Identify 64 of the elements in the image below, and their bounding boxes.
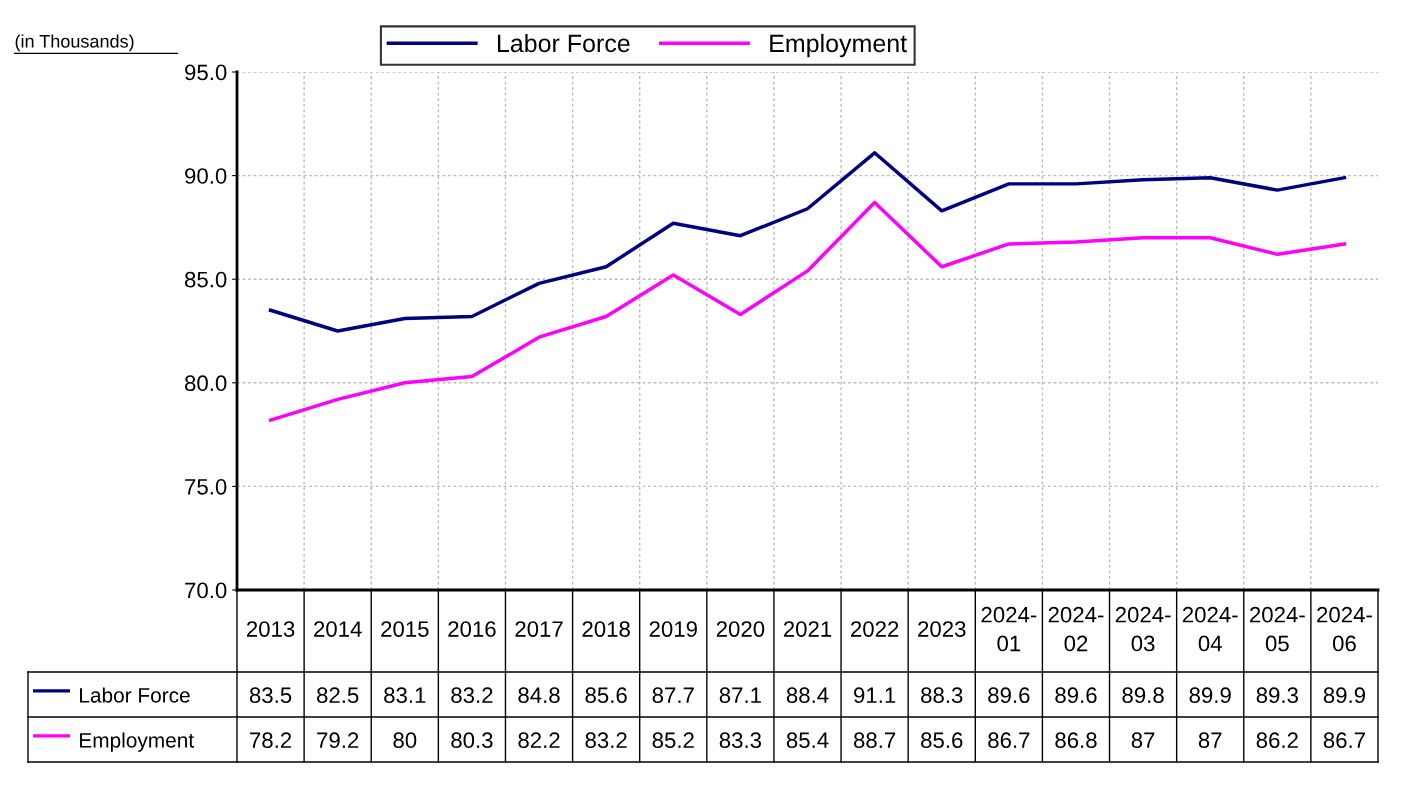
data-label: 91.1	[854, 687, 896, 704]
data-label: 85.6	[921, 732, 963, 749]
data-label: 86.8	[1055, 732, 1097, 749]
data-label: 80.3	[451, 732, 493, 749]
legend-label: Labor Force	[497, 33, 630, 53]
data-label: 88.7	[853, 732, 896, 749]
data-label: 78.2	[250, 732, 292, 749]
y-tick-label: 85.0	[185, 271, 227, 288]
x-tick-label: 2015	[381, 621, 429, 637]
data-label: 89.9	[1189, 687, 1231, 704]
data-label: 83.5	[249, 687, 292, 704]
x-tick-label: 2024-06	[1317, 606, 1372, 652]
data-label: 88.4	[786, 687, 829, 704]
y-axis-title: (in Thousands)	[15, 34, 134, 52]
data-label: 87	[1198, 732, 1222, 749]
data-label: 80	[393, 732, 417, 749]
y-tick-label: 95.0	[185, 64, 227, 81]
data-label: 83.3	[719, 732, 762, 749]
data-label: 89.3	[1256, 687, 1298, 704]
data-label: 79.2	[317, 732, 359, 749]
x-tick-label: 2024-05	[1250, 606, 1305, 652]
data-label: 82.2	[518, 732, 560, 749]
x-tick-label: 2021	[783, 621, 832, 637]
data-label: 89.9	[1323, 687, 1366, 704]
data-label: 87.7	[652, 687, 694, 704]
x-tick-label: 2014	[314, 621, 362, 637]
data-label: 83.2	[451, 687, 493, 704]
text: Labor Force	[80, 687, 190, 703]
x-tick-label: 2020	[716, 621, 765, 637]
data-label: 85.2	[652, 732, 694, 749]
data-label: 89.6	[988, 687, 1030, 704]
data-label: 85.6	[585, 687, 627, 704]
data-label: 87.1	[719, 687, 761, 704]
x-tick-label: 2023	[918, 621, 966, 637]
x-tick-label: 2024-04	[1182, 606, 1238, 652]
x-tick-label: 2022	[851, 621, 899, 637]
data-label: 89.8	[1122, 687, 1164, 704]
y-tick-label: 70.0	[185, 582, 227, 599]
x-tick-label: 2024-03	[1115, 606, 1171, 652]
data-label: 85.4	[786, 732, 829, 749]
data-label: 87	[1131, 732, 1155, 749]
legend-label: Employment	[770, 33, 907, 58]
x-tick-label: 2019	[649, 621, 697, 637]
data-label: 86.2	[1256, 732, 1298, 749]
data-label: 83.2	[585, 732, 627, 749]
data-label: 86.7	[988, 732, 1030, 749]
x-tick-label: 2018	[582, 621, 630, 637]
line-series	[268, 200, 1347, 422]
x-tick-label: 2024-01	[981, 606, 1037, 652]
data-label: 82.5	[317, 687, 359, 704]
x-tick-label: 2017	[515, 621, 563, 637]
data-label: 89.6	[1055, 687, 1097, 704]
data-label: 88.3	[921, 687, 963, 704]
data-label: 84.8	[518, 687, 560, 704]
x-tick-label: 2024-02	[1048, 606, 1104, 652]
y-tick-label: 90.0	[185, 168, 227, 184]
y-tick-label: 80.0	[185, 375, 227, 392]
data-label: 86.7	[1323, 732, 1365, 749]
x-tick-label: 2016	[448, 621, 496, 637]
text: Employment	[80, 732, 194, 752]
y-tick-label: 75.0	[185, 478, 227, 495]
data-label: 83.1	[384, 687, 426, 704]
x-tick-label: 2013	[246, 621, 295, 637]
line-series	[268, 151, 1347, 333]
